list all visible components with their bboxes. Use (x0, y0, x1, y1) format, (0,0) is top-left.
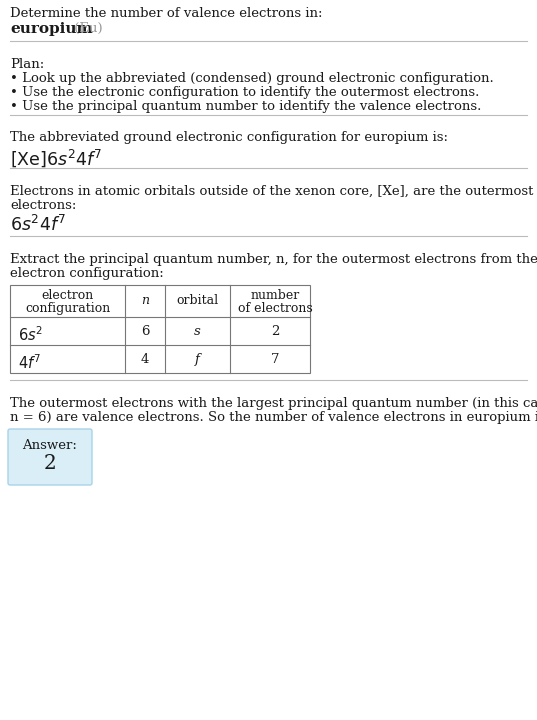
Text: 4: 4 (141, 353, 149, 366)
Text: 6: 6 (141, 325, 149, 338)
Text: Determine the number of valence electrons in:: Determine the number of valence electron… (10, 7, 323, 20)
Text: • Use the electronic configuration to identify the outermost electrons.: • Use the electronic configuration to id… (10, 86, 480, 99)
FancyBboxPatch shape (8, 429, 92, 485)
Text: s: s (194, 325, 201, 338)
Text: number: number (250, 289, 300, 302)
Text: The abbreviated ground electronic configuration for europium is:: The abbreviated ground electronic config… (10, 131, 448, 144)
Text: 2: 2 (271, 325, 279, 338)
Text: (Eu): (Eu) (70, 22, 103, 35)
Text: configuration: configuration (25, 302, 110, 315)
Text: n = 6) are valence electrons. So the number of valence electrons in europium is:: n = 6) are valence electrons. So the num… (10, 411, 537, 424)
Text: • Use the principal quantum number to identify the valence electrons.: • Use the principal quantum number to id… (10, 100, 481, 113)
Text: Plan:: Plan: (10, 58, 44, 71)
Text: n: n (141, 294, 149, 307)
Text: 2: 2 (43, 454, 56, 473)
Text: $\mathregular{[Xe]6}s^{\mathregular{2}}\mathregular{4}f^{\mathregular{7}}$: $\mathregular{[Xe]6}s^{\mathregular{2}}\… (10, 147, 103, 168)
Text: $4f^7$: $4f^7$ (18, 353, 41, 372)
Text: orbital: orbital (177, 294, 219, 307)
Text: electrons:: electrons: (10, 199, 76, 212)
Text: of electrons: of electrons (238, 302, 313, 315)
Text: • Look up the abbreviated (condensed) ground electronic configuration.: • Look up the abbreviated (condensed) gr… (10, 72, 494, 85)
Text: Extract the principal quantum number, n, for the outermost electrons from the: Extract the principal quantum number, n,… (10, 253, 537, 266)
Text: $\mathregular{6}s^{\mathregular{2}}\mathregular{4}f^{\mathregular{7}}$: $\mathregular{6}s^{\mathregular{2}}\math… (10, 215, 67, 235)
Text: f: f (195, 353, 200, 366)
Text: europium: europium (10, 22, 93, 36)
Text: electron configuration:: electron configuration: (10, 267, 164, 280)
Text: electron: electron (41, 289, 93, 302)
Text: Answer:: Answer: (23, 439, 77, 452)
Text: The outermost electrons with the largest principal quantum number (in this case,: The outermost electrons with the largest… (10, 397, 537, 410)
Text: 7: 7 (271, 353, 279, 366)
Text: $6s^2$: $6s^2$ (18, 325, 43, 343)
Text: Electrons in atomic orbitals outside of the xenon core, [Xe], are the outermost: Electrons in atomic orbitals outside of … (10, 185, 533, 198)
Bar (10, 285, 310, 373)
